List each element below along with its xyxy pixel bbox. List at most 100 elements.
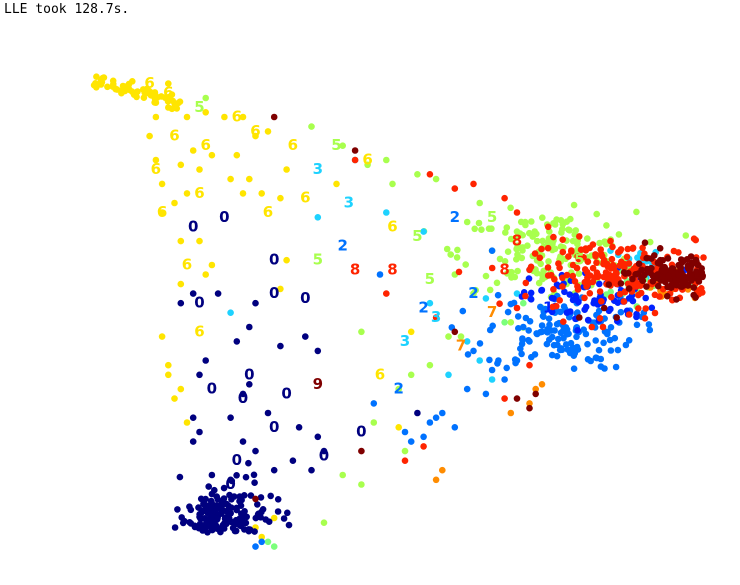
point-class-5 bbox=[320, 519, 328, 526]
digit-label-3: 3 bbox=[344, 194, 354, 212]
point-class-1 bbox=[648, 304, 656, 312]
digit-label-6: 6 bbox=[300, 189, 310, 207]
point-class-8 bbox=[620, 262, 628, 269]
point-class-1 bbox=[572, 292, 579, 300]
point-class-8 bbox=[560, 318, 567, 326]
point-class-6 bbox=[202, 271, 209, 278]
point-class-5 bbox=[383, 156, 390, 164]
point-class-2 bbox=[515, 325, 522, 332]
point-class-5 bbox=[566, 227, 573, 234]
point-class-8 bbox=[544, 244, 552, 252]
point-class-9 bbox=[629, 275, 636, 283]
point-class-9 bbox=[625, 285, 633, 292]
digit-label-0: 0 bbox=[232, 451, 242, 469]
point-class-0 bbox=[208, 504, 215, 511]
point-class-5 bbox=[603, 222, 610, 229]
point-class-8 bbox=[639, 244, 646, 252]
point-class-0 bbox=[177, 299, 185, 307]
point-class-2 bbox=[604, 330, 611, 338]
point-class-6 bbox=[283, 166, 290, 173]
point-class-0 bbox=[284, 509, 291, 517]
point-class-0 bbox=[225, 516, 232, 524]
point-class-0 bbox=[229, 524, 237, 532]
point-class-8 bbox=[559, 236, 566, 243]
point-class-5 bbox=[476, 199, 484, 207]
point-class-1 bbox=[596, 280, 603, 288]
point-class-8 bbox=[609, 243, 616, 251]
point-class-0 bbox=[176, 473, 184, 481]
points-layer bbox=[90, 73, 707, 550]
point-class-5 bbox=[528, 218, 535, 225]
digit-label-7: 7 bbox=[487, 303, 497, 321]
point-class-8 bbox=[584, 258, 592, 266]
point-class-0 bbox=[217, 510, 225, 517]
point-class-6 bbox=[146, 132, 153, 140]
point-class-9 bbox=[673, 296, 680, 303]
point-class-0 bbox=[252, 299, 259, 307]
point-class-2 bbox=[258, 538, 266, 546]
point-class-4 bbox=[607, 288, 614, 296]
point-class-9 bbox=[641, 239, 649, 246]
point-class-8 bbox=[605, 271, 613, 278]
point-class-6 bbox=[246, 175, 253, 183]
digit-label-3: 3 bbox=[431, 308, 441, 326]
point-class-6 bbox=[97, 81, 105, 88]
point-class-6 bbox=[99, 74, 107, 82]
point-class-9 bbox=[688, 277, 695, 284]
point-class-8 bbox=[635, 305, 642, 312]
point-class-5 bbox=[569, 237, 577, 245]
point-class-8 bbox=[522, 279, 530, 287]
point-class-0 bbox=[214, 496, 222, 503]
point-class-8 bbox=[586, 244, 593, 252]
point-class-6 bbox=[140, 94, 148, 101]
point-class-5 bbox=[308, 123, 315, 130]
point-class-9 bbox=[684, 262, 692, 270]
point-class-9 bbox=[655, 282, 662, 290]
point-class-8 bbox=[526, 361, 533, 369]
point-class-2 bbox=[595, 346, 603, 354]
digit-label-6: 6 bbox=[169, 127, 179, 145]
point-class-3 bbox=[420, 228, 427, 235]
point-class-5 bbox=[454, 246, 461, 254]
point-class-5 bbox=[463, 218, 471, 226]
digit-label-5: 5 bbox=[331, 136, 341, 154]
point-class-8 bbox=[455, 268, 463, 276]
point-class-2 bbox=[525, 327, 532, 334]
point-class-5 bbox=[575, 270, 583, 278]
point-class-6 bbox=[171, 395, 178, 402]
point-class-0 bbox=[174, 506, 181, 513]
point-class-2 bbox=[607, 324, 615, 331]
point-class-8 bbox=[513, 304, 521, 312]
point-class-2 bbox=[625, 337, 633, 344]
point-class-8 bbox=[589, 264, 597, 272]
point-class-5 bbox=[432, 175, 440, 183]
point-class-8 bbox=[451, 185, 459, 192]
digit-label-6: 6 bbox=[144, 74, 154, 92]
point-class-3 bbox=[314, 214, 322, 221]
point-class-5 bbox=[202, 94, 209, 102]
point-class-0 bbox=[202, 357, 209, 364]
point-class-8 bbox=[699, 289, 706, 296]
point-class-0 bbox=[187, 506, 195, 514]
digit-label-0: 0 bbox=[207, 380, 217, 398]
digit-label-3: 3 bbox=[313, 160, 323, 178]
point-class-9 bbox=[605, 281, 613, 288]
point-class-4 bbox=[264, 538, 272, 546]
point-class-0 bbox=[267, 492, 275, 500]
point-class-2 bbox=[539, 312, 547, 320]
point-class-5 bbox=[513, 228, 521, 235]
digit-label-3: 3 bbox=[400, 332, 410, 350]
point-class-2 bbox=[545, 315, 553, 323]
point-class-8 bbox=[544, 223, 552, 231]
point-class-9 bbox=[576, 314, 583, 321]
point-class-6 bbox=[239, 190, 247, 197]
point-class-9 bbox=[647, 269, 654, 277]
point-class-5 bbox=[539, 237, 546, 245]
point-class-6 bbox=[196, 166, 203, 173]
point-class-9 bbox=[532, 390, 539, 398]
point-class-3 bbox=[227, 309, 234, 317]
point-class-8 bbox=[612, 269, 620, 276]
point-class-2 bbox=[646, 326, 654, 334]
point-class-2 bbox=[595, 307, 603, 315]
point-class-5 bbox=[475, 219, 483, 227]
